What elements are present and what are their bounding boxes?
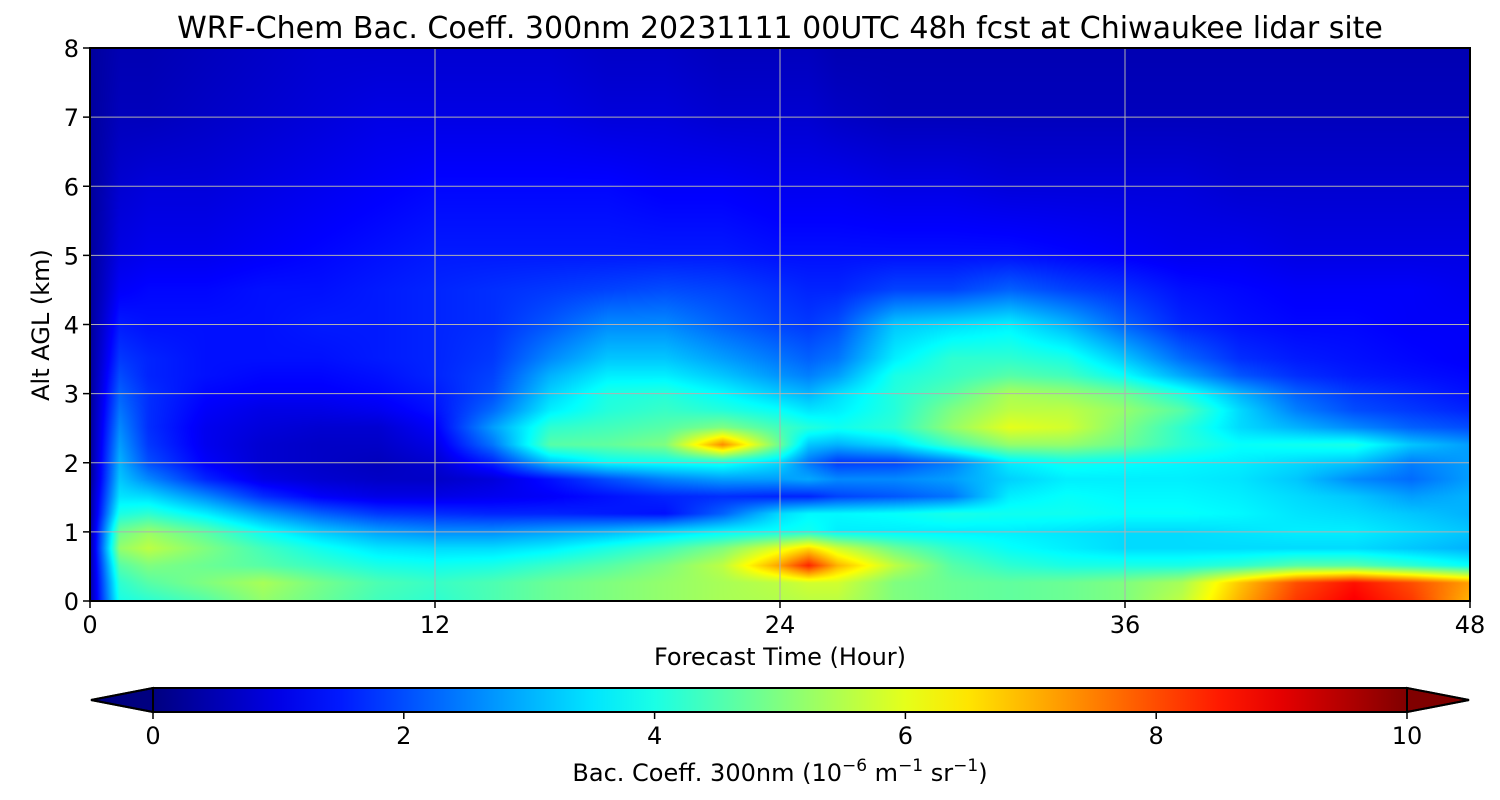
colorbar-tick-label: 0 bbox=[145, 722, 160, 750]
colorbar-ticks: 0 2 4 6 8 10 bbox=[145, 712, 1422, 750]
colorbar-label: Bac. Coeff. 300nm (10−6 m−1 sr−1) bbox=[572, 756, 987, 787]
colorbar-tick-label: 2 bbox=[396, 722, 411, 750]
colorbar-gradient bbox=[153, 688, 1407, 712]
colorbar-tick-label: 4 bbox=[647, 722, 662, 750]
colorbar: 0 2 4 6 8 10 Bac. Coeff. 300nm (10−6 m−1 sr−1… bbox=[90, 686, 1470, 787]
x-tick-label: 0 bbox=[82, 611, 97, 639]
x-tick-label: 36 bbox=[1110, 611, 1141, 639]
colorbar-extend-low bbox=[90, 686, 154, 714]
x-axis: 0 12 24 36 48 bbox=[82, 601, 1485, 639]
y-tick-label: 0 bbox=[64, 588, 79, 616]
x-tick-label: 12 bbox=[420, 611, 451, 639]
colorbar-tick-label: 6 bbox=[898, 722, 913, 750]
y-tick-label: 8 bbox=[64, 35, 79, 63]
y-tick-label: 4 bbox=[64, 312, 79, 340]
colorbar-extend-high bbox=[1406, 686, 1470, 714]
grid-lines bbox=[90, 48, 1470, 601]
x-tick-label: 24 bbox=[765, 611, 796, 639]
y-axis-label: Alt AGL (km) bbox=[27, 249, 55, 401]
y-tick-label: 5 bbox=[64, 242, 79, 270]
colorbar-frame-bottom bbox=[90, 699, 1470, 713]
y-tick-label: 3 bbox=[64, 381, 79, 409]
y-tick-label: 1 bbox=[64, 519, 79, 547]
colorbar-tick-label: 8 bbox=[1149, 722, 1164, 750]
x-axis-label: Forecast Time (Hour) bbox=[654, 643, 906, 671]
colorbar-tick-label: 10 bbox=[1392, 722, 1423, 750]
chart-title: WRF-Chem Bac. Coeff. 300nm 20231111 00UT… bbox=[177, 11, 1383, 46]
y-tick-label: 2 bbox=[64, 450, 79, 478]
x-tick-label: 48 bbox=[1455, 611, 1486, 639]
y-tick-label: 6 bbox=[64, 173, 79, 201]
colorbar-frame-top bbox=[90, 687, 1470, 701]
y-tick-label: 7 bbox=[64, 104, 79, 132]
y-axis: 0 1 2 3 4 5 6 7 8 bbox=[64, 35, 90, 616]
